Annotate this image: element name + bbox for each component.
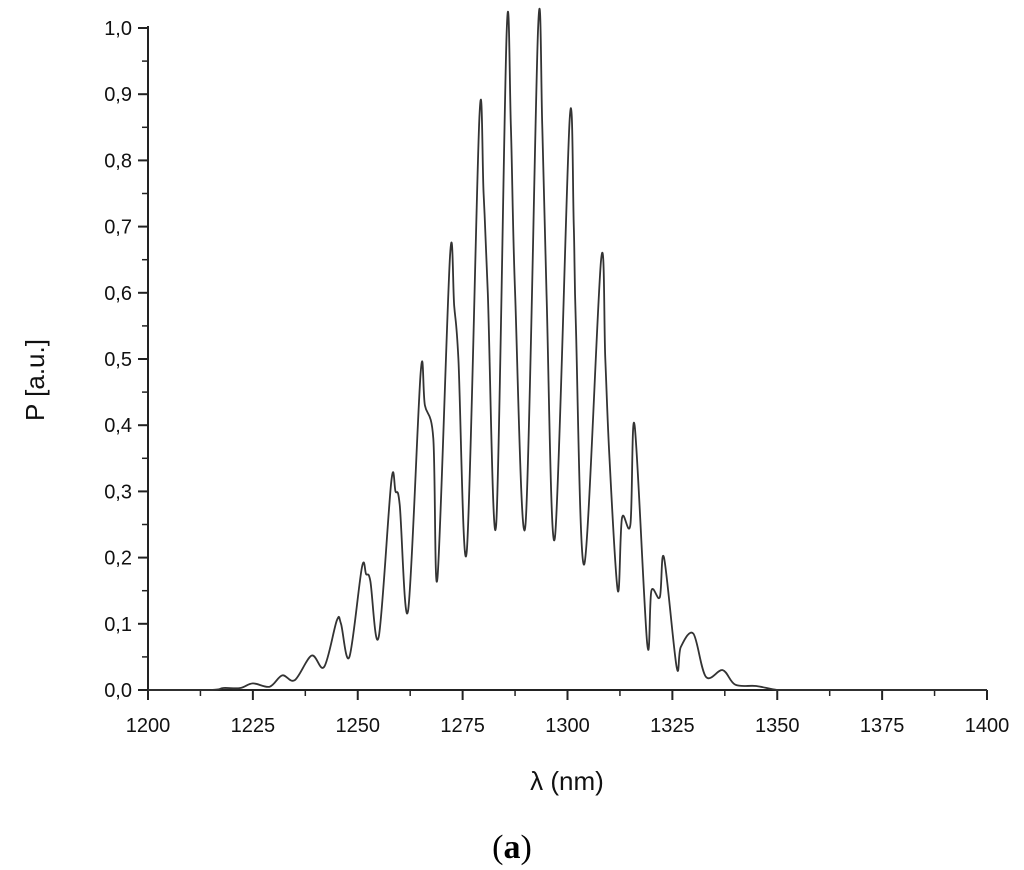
x-axis-label: λ (nm)	[530, 766, 604, 796]
y-tick-label: 0,7	[104, 217, 132, 239]
y-tick-label: 1,0	[104, 18, 132, 40]
panel-label-letter: a	[504, 829, 521, 866]
y-tick-label: 0,5	[104, 349, 132, 371]
y-axis: 0,0 0,1 0,2 0,3 0,4 0,5 0,6 0,7 0,8 0,9 1,0	[104, 18, 149, 702]
panel-label: (a)	[492, 829, 532, 866]
x-tick-label: 1300	[545, 715, 590, 737]
x-axis: 1200 1225 1250 1275 1300 1325 1350 1375 1400	[126, 689, 1010, 737]
y-axis-label: P [a.u.]	[20, 339, 50, 421]
x-tick-label: 1250	[336, 715, 381, 737]
panel-label-open: (	[492, 829, 503, 866]
spectrum-series-line	[147, 7, 987, 691]
y-tick-label: 0,2	[104, 548, 132, 570]
y-tick-label: 0,0	[104, 680, 132, 702]
x-tick-label: 1275	[440, 715, 485, 737]
panel-label-close: )	[521, 829, 532, 866]
y-tick-label: 0,9	[104, 84, 132, 106]
y-tick-label: 0,3	[104, 481, 132, 503]
y-tick-label: 0,1	[104, 614, 132, 636]
y-tick-label: 0,4	[104, 415, 132, 437]
x-tick-label: 1200	[126, 715, 171, 737]
y-tick-label: 0,6	[104, 283, 132, 305]
x-tick-label: 1325	[650, 715, 695, 737]
x-tick-label: 1225	[231, 715, 276, 737]
x-tick-label: 1350	[755, 715, 800, 737]
y-tick-label: 0,8	[104, 150, 132, 172]
x-tick-label: 1400	[965, 715, 1010, 737]
x-tick-label: 1375	[860, 715, 905, 737]
